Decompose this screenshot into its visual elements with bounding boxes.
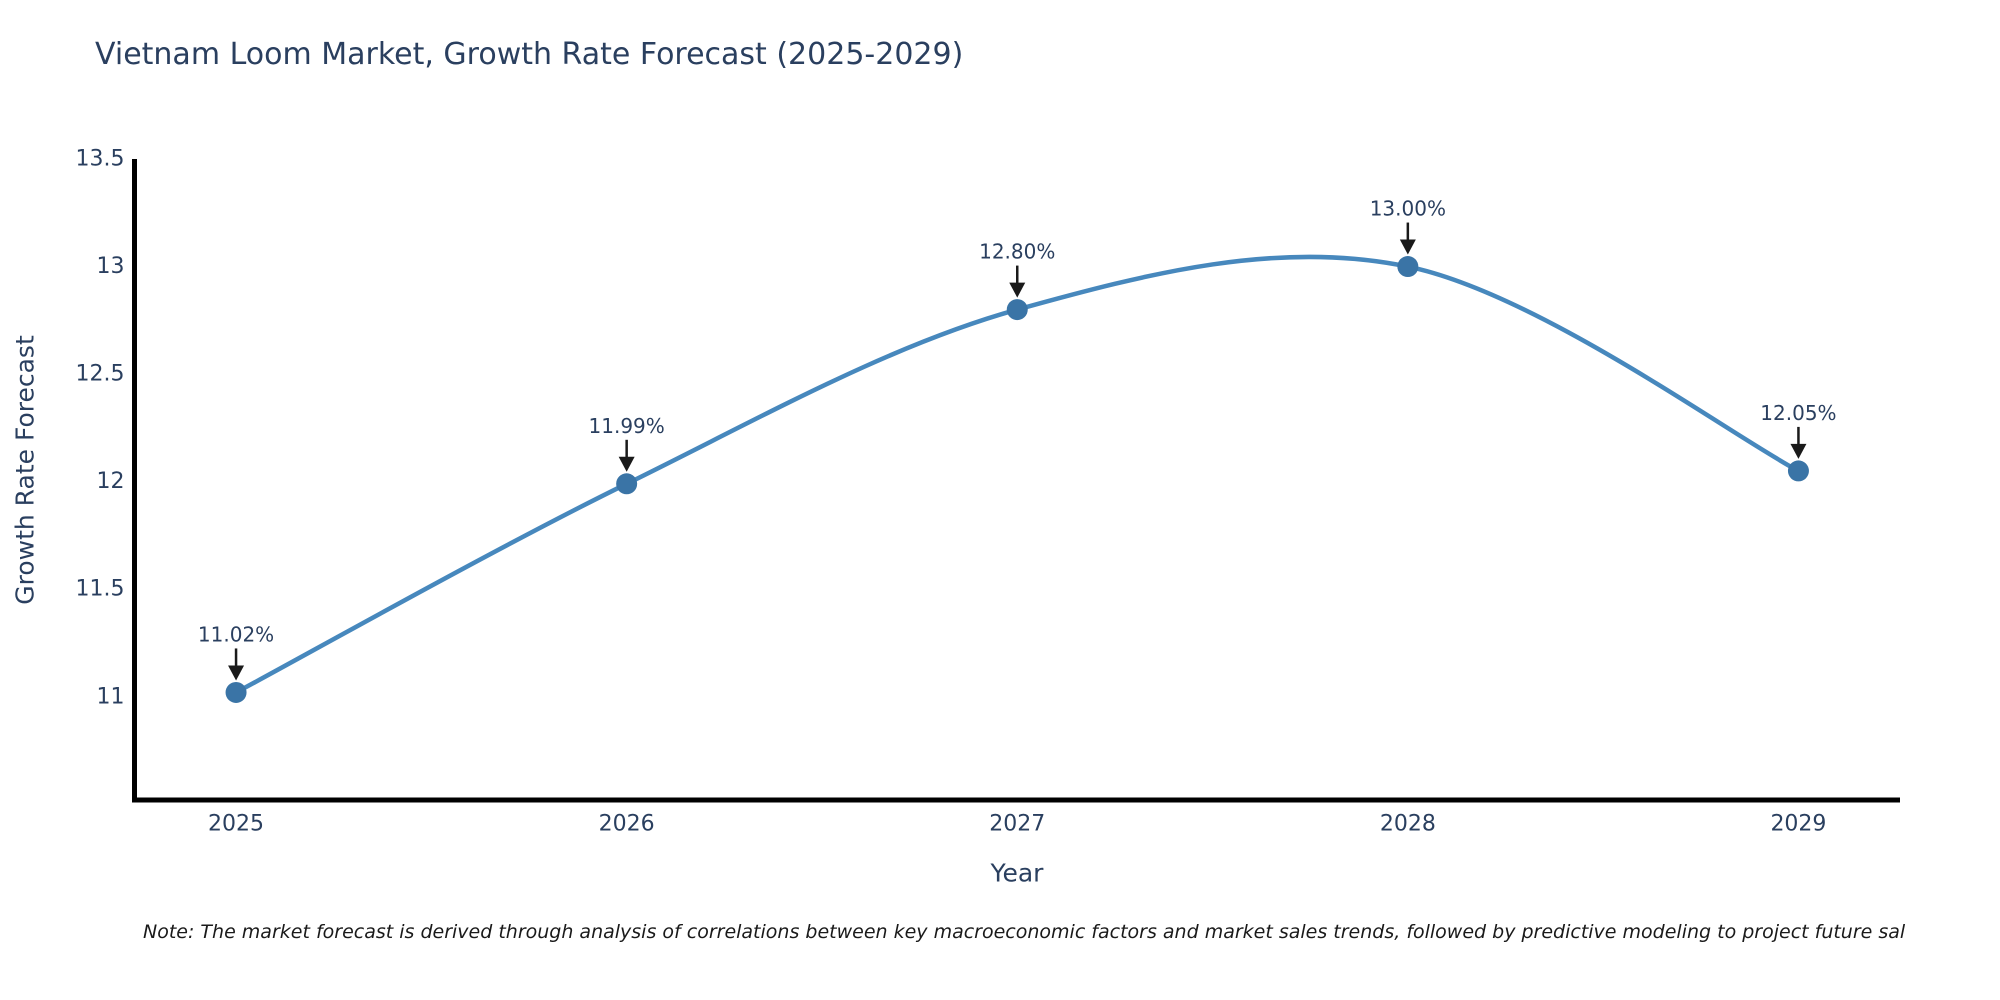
y-tick-label: 13.5	[76, 147, 125, 172]
annotation-arrowhead-icon	[1790, 443, 1807, 459]
point-value-label: 11.02%	[198, 622, 274, 646]
data-point-marker	[1787, 460, 1809, 482]
point-value-label: 12.80%	[979, 240, 1055, 264]
y-tick-label: 12.5	[76, 362, 125, 387]
data-point-marker	[225, 681, 247, 703]
annotation-arrowhead-icon	[1009, 282, 1026, 298]
y-tick-label: 11	[97, 684, 125, 709]
x-axis-title: Year	[990, 858, 1044, 888]
annotation-arrowhead-icon	[1399, 239, 1416, 255]
point-value-label: 12.05%	[1760, 401, 1836, 425]
y-tick-label: 12	[97, 469, 125, 494]
footnote-text: Note: The market forecast is derived thr…	[143, 921, 1906, 943]
chart-title: Vietnam Loom Market, Growth Rate Forecas…	[95, 37, 964, 72]
point-value-label: 13.00%	[1370, 197, 1446, 221]
x-tick-label: 2026	[599, 812, 655, 837]
annotation-arrowhead-icon	[618, 456, 635, 472]
y-tick-label: 11.5	[76, 577, 125, 602]
y-tick-label: 13	[97, 254, 125, 279]
point-value-label: 11.99%	[589, 414, 665, 438]
x-tick-label: 2027	[989, 812, 1045, 837]
data-point-marker	[1006, 299, 1028, 321]
x-tick-label: 2025	[208, 812, 264, 837]
x-tick-label: 2028	[1380, 812, 1436, 837]
data-point-marker	[1397, 256, 1419, 278]
annotation-arrowhead-icon	[228, 665, 245, 681]
series-line	[233, 254, 1801, 695]
x-tick-label: 2029	[1770, 812, 1826, 837]
data-point-marker	[616, 473, 638, 495]
